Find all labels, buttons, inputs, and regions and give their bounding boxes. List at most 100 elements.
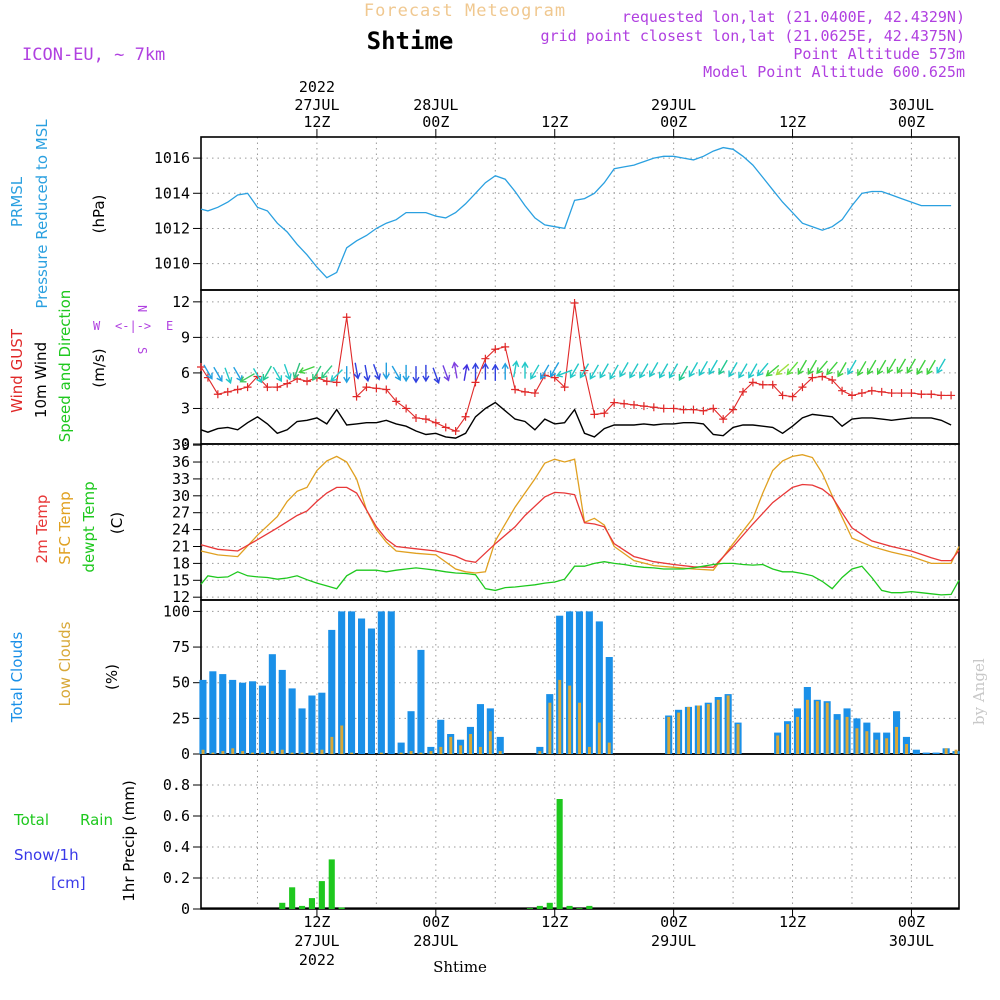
panel-frame	[200, 443, 960, 601]
gust-marker	[709, 404, 718, 413]
low-cloud-bar	[677, 712, 681, 754]
time-label-hour: 00Z	[660, 913, 687, 931]
total-clouds-label: Total Clouds	[8, 632, 26, 724]
time-label-date: 28JUL	[413, 932, 458, 950]
y-tick-label: 0.6	[163, 807, 190, 825]
gust-marker	[610, 398, 619, 407]
low-cloud-bar	[885, 738, 889, 754]
low-cloud-bar	[796, 716, 799, 754]
speed-direction-label: Speed and Direction	[56, 290, 74, 443]
gust-marker	[808, 373, 817, 382]
precip-unit: 1hr Precip (mm)	[120, 780, 138, 901]
low-cloud-bar	[855, 728, 859, 754]
low-cloud-bar	[875, 739, 879, 754]
compass-north: N	[135, 305, 149, 312]
time-label-date: 29JUL	[651, 932, 696, 950]
y-tick-label: 3	[181, 399, 190, 417]
low-cloud-bar	[548, 702, 552, 754]
wind-arrow	[471, 362, 480, 380]
low-cloud-bar	[409, 751, 413, 754]
gust-marker	[838, 386, 847, 395]
wind-arrow	[629, 363, 639, 379]
gust-marker	[550, 373, 559, 382]
wind-arrow	[402, 364, 410, 383]
y-tick-label: 25	[172, 709, 190, 727]
low-cloud-bar	[498, 751, 502, 754]
wind-arrow	[826, 361, 838, 376]
wind-arrow	[391, 365, 401, 382]
wind-arrow	[807, 359, 818, 376]
wind-arrow	[678, 365, 689, 382]
time-label-hour: 12Z	[779, 113, 806, 131]
gust-marker	[927, 390, 936, 399]
gust-marker	[729, 405, 738, 414]
wind-arrow	[886, 358, 897, 374]
low-cloud-bar	[251, 752, 254, 754]
gust-marker	[887, 389, 896, 398]
total-label: Total	[13, 811, 49, 829]
total-cloud-bar	[427, 746, 435, 754]
dewpt-line	[200, 561, 960, 596]
wind-arrow	[837, 362, 847, 378]
gust-marker	[303, 377, 312, 386]
gust-marker	[778, 391, 787, 400]
total-cloud-bar	[595, 621, 603, 754]
wind-arrow	[549, 362, 560, 378]
wind-arrow	[609, 364, 619, 380]
t2m-line	[200, 483, 960, 568]
wind-arrow	[589, 364, 600, 380]
total-cloud-bar	[575, 611, 583, 754]
low-cloud-bar	[568, 685, 572, 754]
low-cloud-bar	[697, 705, 700, 754]
gust-marker	[768, 380, 777, 389]
time-label-hour: 12Z	[303, 913, 330, 931]
total-cloud-bar	[496, 736, 504, 754]
low-cloud-bar	[340, 725, 344, 754]
gust-marker	[243, 383, 252, 392]
y-tick-label: 12	[172, 293, 190, 311]
wind-arrow	[203, 364, 213, 380]
wind-arrow	[738, 363, 748, 379]
total-cloud-bar	[318, 692, 326, 754]
wind-arrow	[481, 362, 490, 380]
low-cloud-bar	[399, 752, 403, 754]
wind-arrow	[926, 359, 936, 376]
wind-arrow	[272, 366, 283, 383]
total-cloud-bar	[922, 752, 930, 754]
wind-arrow	[412, 366, 420, 384]
rain-bar	[328, 859, 335, 909]
gust-marker	[213, 390, 222, 399]
wind-arrow	[649, 362, 659, 378]
wind-arrow	[462, 363, 470, 381]
gust-marker	[600, 409, 609, 418]
wind-arrow	[936, 358, 946, 374]
gust-marker	[907, 389, 916, 398]
y-tick-label: 0.8	[163, 776, 190, 794]
sfc-temp-label: SFC Temp	[56, 491, 74, 564]
gust-marker	[937, 391, 946, 400]
total-cloud-bar	[437, 719, 445, 754]
gust-marker	[758, 380, 767, 389]
wind-arrow	[786, 361, 799, 376]
gust-marker	[431, 418, 440, 427]
gust-marker	[322, 377, 331, 386]
low-cloud-bar	[459, 745, 463, 754]
low-cloud-bar	[469, 734, 472, 754]
wind-arrow	[382, 362, 390, 380]
y-tick-label: 1012	[154, 219, 190, 237]
compass-west: W	[93, 319, 101, 333]
rain-bar	[556, 799, 563, 909]
gust-marker	[412, 413, 421, 422]
total-cloud-bar	[585, 611, 593, 754]
total-cloud-bar	[377, 611, 385, 754]
wind10m-label: 10m Wind	[32, 342, 50, 418]
low-cloud-bar	[241, 751, 245, 754]
rain-bar	[546, 902, 553, 909]
gust-marker	[689, 405, 698, 414]
rain-bar	[586, 905, 593, 909]
time-label-date: 27JUL	[294, 932, 339, 950]
gust-marker	[501, 342, 510, 351]
total-cloud-bar	[476, 704, 484, 754]
gust-marker	[947, 391, 956, 400]
wind-arrow	[797, 359, 808, 376]
